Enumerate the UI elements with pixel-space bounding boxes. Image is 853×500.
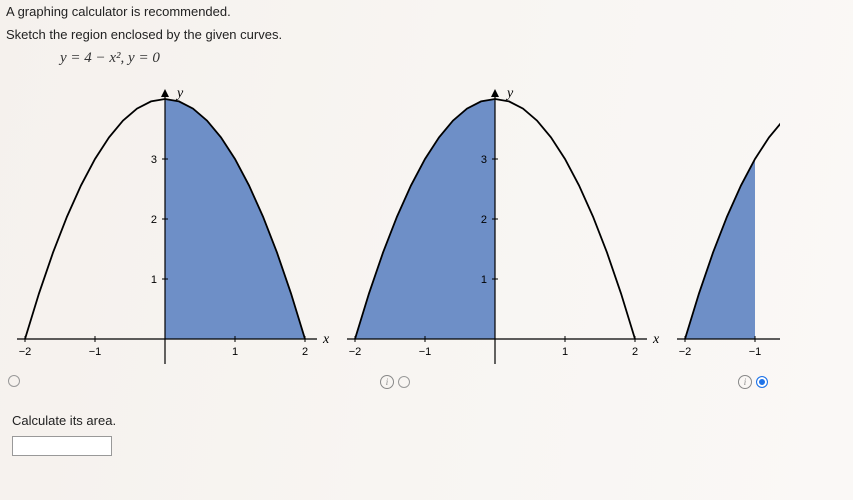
calculate-label: Calculate its area. <box>6 395 853 432</box>
svg-text:−1: −1 <box>419 346 432 358</box>
y-axis-label: y <box>505 86 514 101</box>
svg-text:−2: −2 <box>19 346 32 358</box>
calculate-area-section: Calculate its area. <box>0 389 853 456</box>
chart-left-half-svg: −2 −1 1 2 1 2 3 x y <box>340 79 670 369</box>
svg-text:1: 1 <box>562 346 568 358</box>
svg-text:1: 1 <box>481 274 487 286</box>
chart-option-3-clipped: −2−112123 x y <box>670 79 780 369</box>
info-icon[interactable]: i <box>738 375 752 389</box>
svg-text:3: 3 <box>481 154 487 166</box>
shaded-region <box>685 159 755 339</box>
area-answer-input[interactable] <box>12 436 112 456</box>
svg-text:2: 2 <box>151 214 157 226</box>
svg-text:2: 2 <box>302 346 308 358</box>
y-arrow <box>491 89 499 97</box>
prompt-text: Sketch the region enclosed by the given … <box>0 23 853 46</box>
svg-text:1: 1 <box>151 274 157 286</box>
y-axis-label: y <box>175 86 184 101</box>
svg-text:3: 3 <box>151 154 157 166</box>
option-1-controls <box>0 369 340 387</box>
shaded-region <box>165 99 305 339</box>
chart-option-2: −2 −1 1 2 1 2 3 x y <box>340 79 670 369</box>
chart-option-1: −2 −1 1 2 1 2 3 x y <box>10 79 340 369</box>
x-axis-label: x <box>652 332 660 347</box>
shaded-region <box>355 99 495 339</box>
svg-text:2: 2 <box>481 214 487 226</box>
svg-text:−1: −1 <box>749 346 762 358</box>
svg-text:−2: −2 <box>349 346 362 358</box>
x-axis-label: x <box>322 332 330 347</box>
svg-text:2: 2 <box>632 346 638 358</box>
option-3-controls: i <box>730 369 774 389</box>
svg-text:1: 1 <box>232 346 238 358</box>
y-arrow <box>161 89 169 97</box>
radio-option-2[interactable] <box>398 376 410 388</box>
radio-option-3[interactable] <box>756 376 768 388</box>
info-icon[interactable]: i <box>380 375 394 389</box>
chart-partial-svg: −2−112123 x y <box>670 79 780 369</box>
charts-row: −2 −1 1 2 1 2 3 x y −2 −1 1 2 1 2 3 x y −2 −1 1 2 1 2 3 x … <box>0 79 853 369</box>
equation-text: y = 4 − x², y = 0 <box>0 46 853 79</box>
chart-right-half-svg: −2 −1 1 2 1 2 3 x y <box>10 79 340 369</box>
radio-option-1[interactable] <box>8 375 20 387</box>
option-2-controls: i <box>340 369 690 389</box>
svg-text:−2: −2 <box>679 346 692 358</box>
recommendation-text: A graphing calculator is recommended. <box>0 0 853 23</box>
svg-text:−1: −1 <box>89 346 102 358</box>
